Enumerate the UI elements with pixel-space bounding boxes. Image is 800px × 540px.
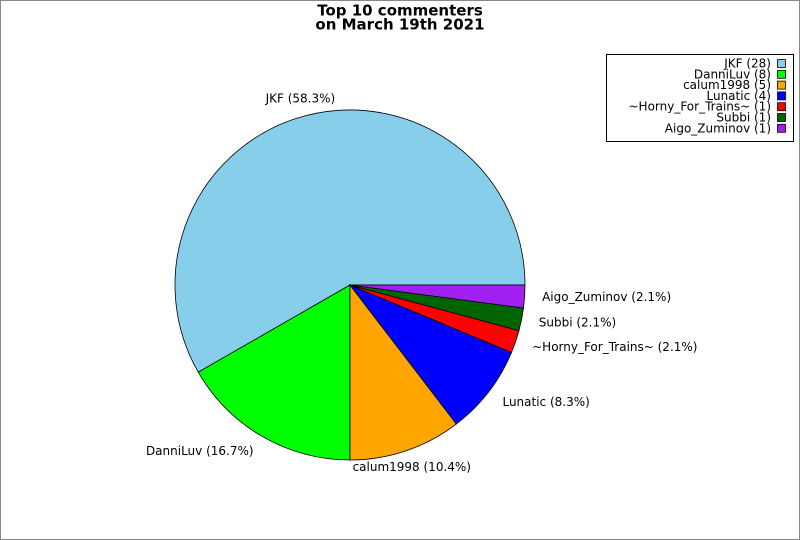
legend-swatch — [777, 69, 786, 79]
legend-label: Aigo_Zuminov (1) — [665, 121, 771, 135]
pie-slice — [348, 284, 512, 425]
legend-label: Lunatic (4) — [707, 89, 772, 103]
legend-swatch — [777, 102, 786, 112]
pie-slice — [174, 109, 526, 373]
legend-label: Subbi (1) — [716, 111, 771, 125]
legend-label: ~Horny_For_Trains~ (1) — [628, 100, 771, 114]
slice-label: Lunatic (8.3%) — [502, 395, 589, 409]
legend-swatch — [777, 59, 786, 68]
slice-label: JKF (58.3%) — [265, 92, 336, 106]
legend-label: DanniLuv (8) — [694, 67, 771, 81]
legend-box — [606, 54, 794, 142]
chart-title: Top 10 commenters — [317, 2, 483, 20]
slice-label: Aigo_Zuminov (2.1%) — [542, 290, 671, 304]
pie-slice — [349, 284, 526, 309]
pie-slice — [197, 284, 351, 461]
slice-label: Subbi (2.1%) — [539, 315, 616, 329]
chart-title: on March 19th 2021 — [315, 16, 484, 34]
legend-swatch — [777, 80, 786, 90]
legend-label: JKF (28) — [723, 57, 771, 71]
slice-label: calum1998 (10.4%) — [353, 460, 471, 474]
slice-label: DanniLuv (16.7%) — [146, 444, 254, 458]
legend-swatch — [777, 91, 786, 101]
legend-swatch — [777, 123, 786, 133]
pie-slice — [349, 283, 457, 461]
slice-label: ~Horny_For_Trains~ (2.1%) — [532, 340, 697, 354]
legend-label: calum1998 (5) — [683, 78, 771, 92]
legend-swatch — [777, 113, 786, 122]
